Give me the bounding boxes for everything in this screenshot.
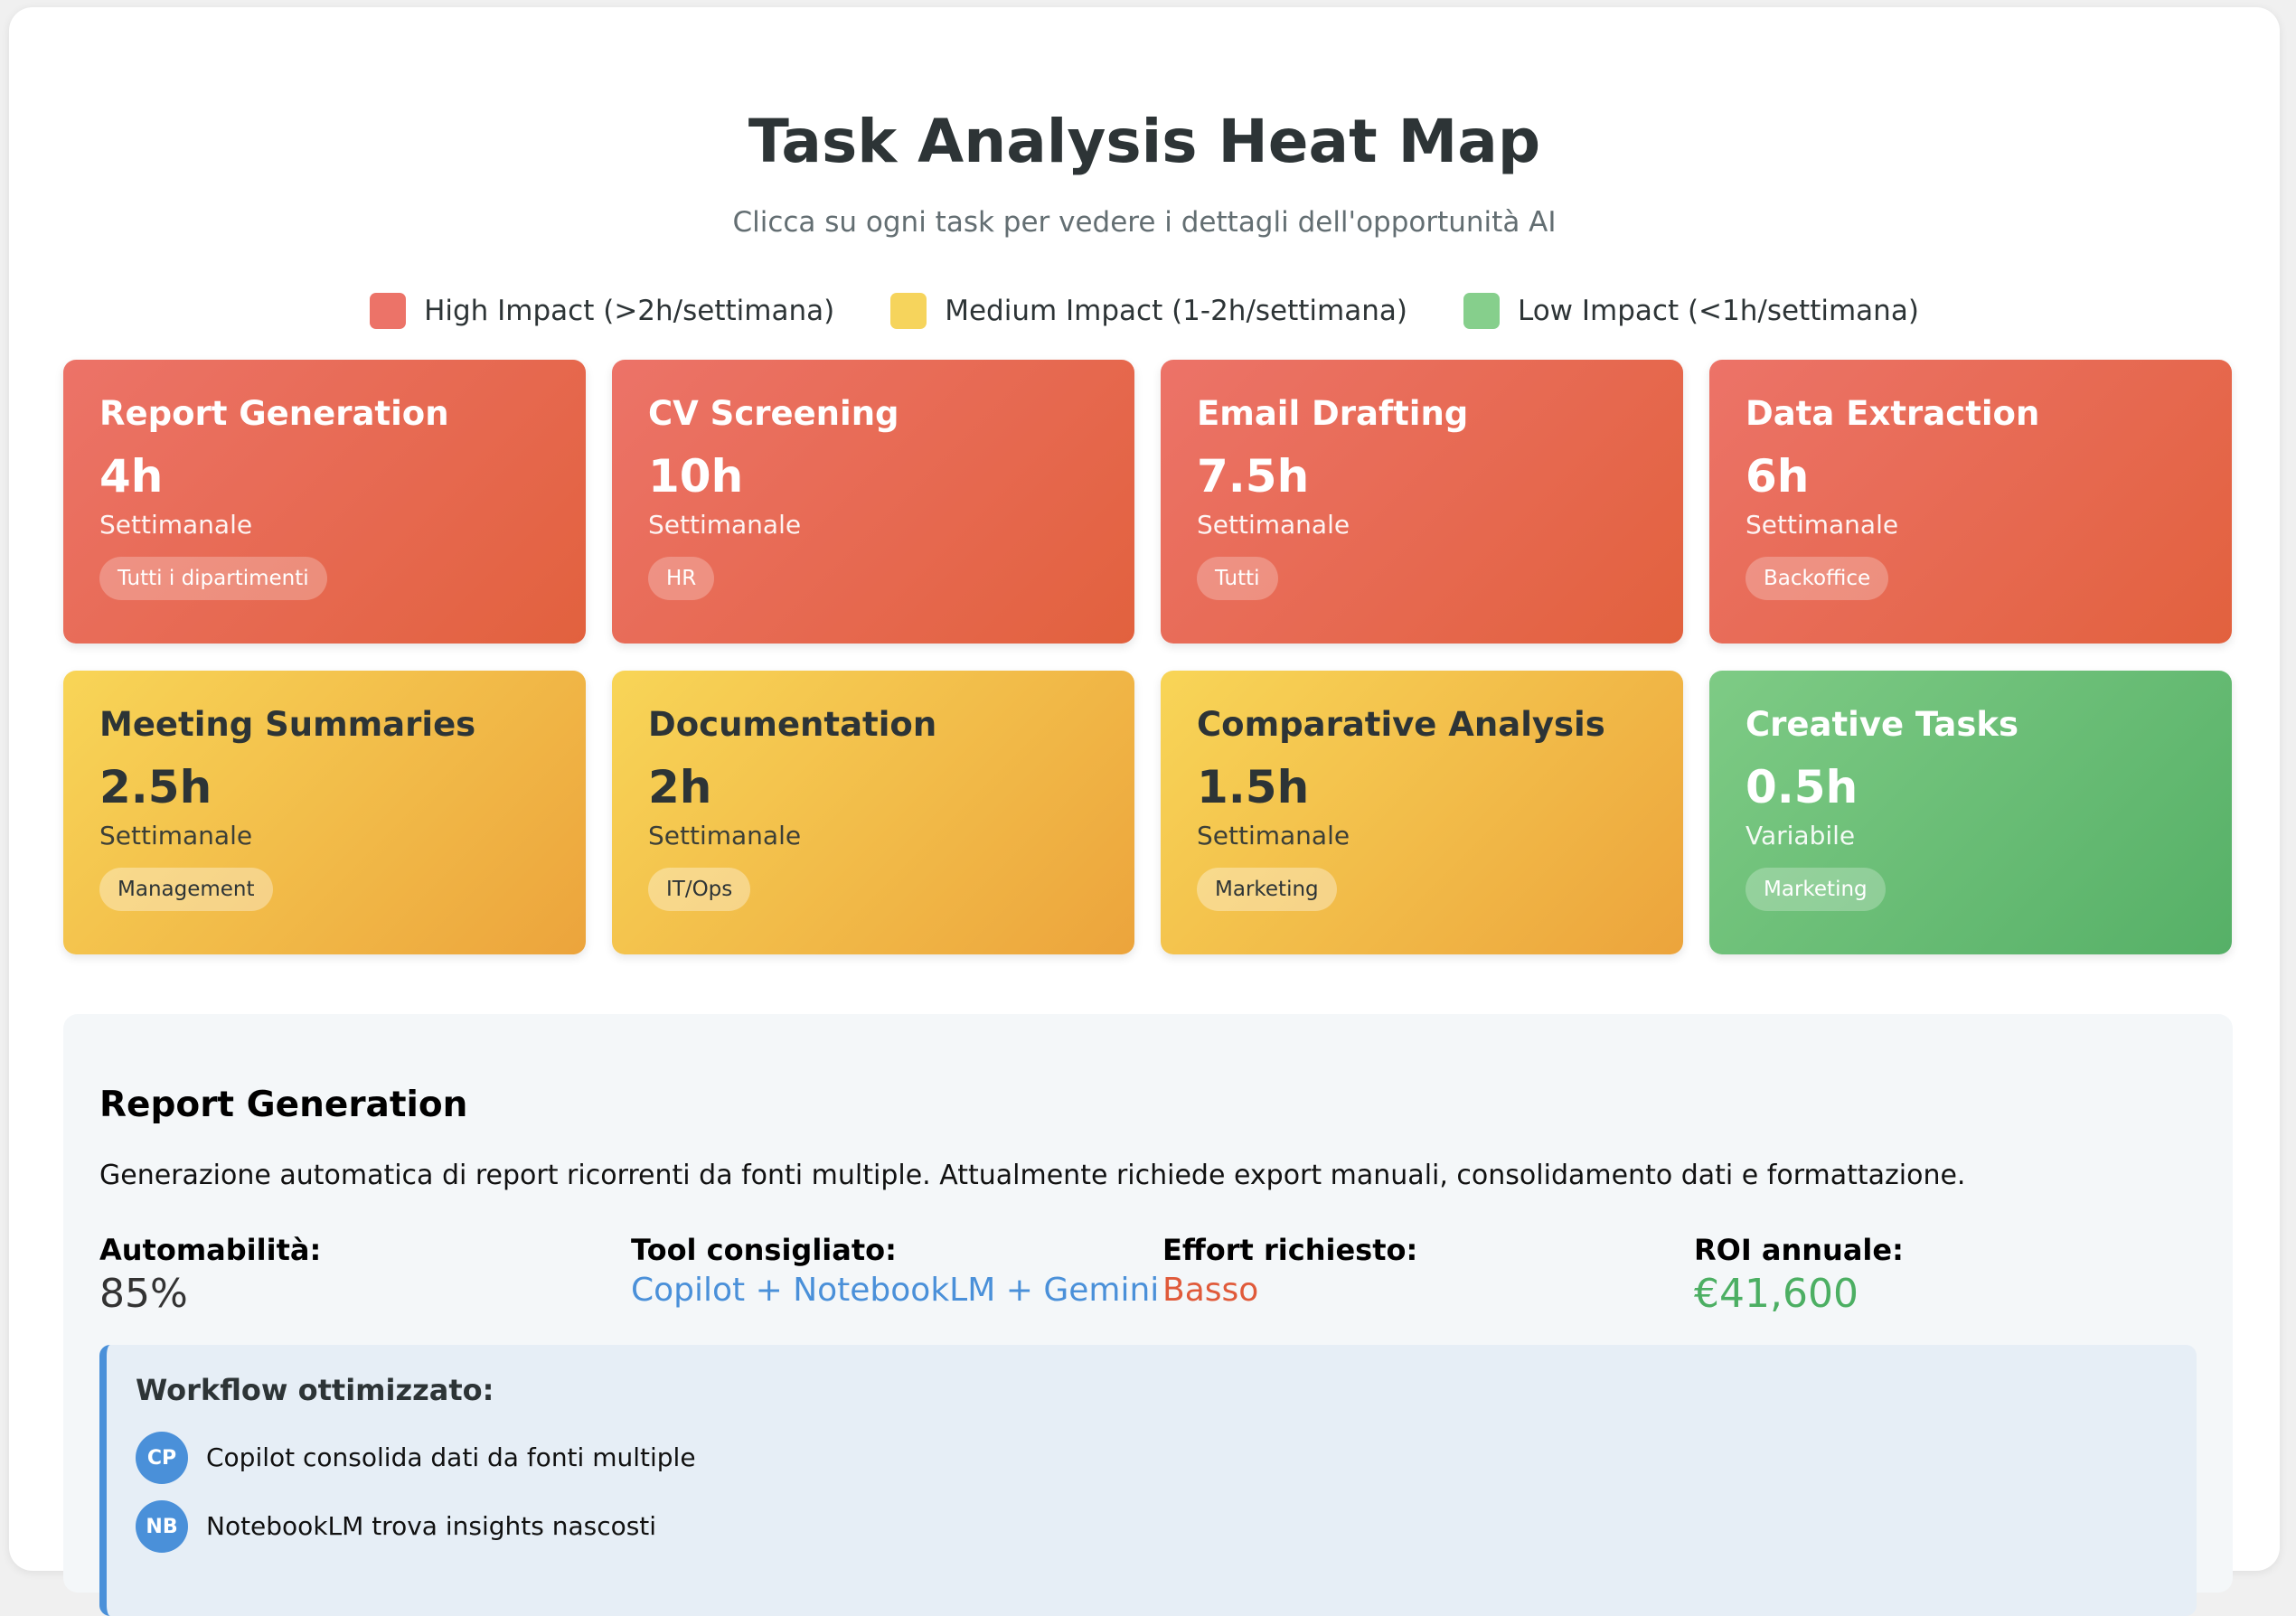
legend-swatch-low: [1463, 293, 1500, 329]
task-title: Creative Tasks: [1746, 705, 2019, 744]
metric-effort-label: Effort richiesto:: [1162, 1233, 1418, 1267]
legend-label-medium: Medium Impact (1-2h/settimana): [945, 295, 1407, 327]
task-department-tag: Backoffice: [1746, 557, 1889, 600]
metric-tool: Tool consigliato: Copilot + NotebookLM +…: [631, 1231, 1162, 1320]
task-hours: 7.5h: [1197, 450, 1310, 503]
workflow-title: Workflow ottimizzato:: [136, 1373, 494, 1407]
task-hours: 6h: [1746, 450, 1810, 503]
task-card-meeting-summaries[interactable]: Meeting Summaries 2.5h Settimanale Manag…: [63, 671, 586, 954]
task-card-comparative-analysis[interactable]: Comparative Analysis 1.5h Settimanale Ma…: [1161, 671, 1683, 954]
legend-swatch-medium: [890, 293, 927, 329]
page-title: Task Analysis Heat Map: [748, 107, 1541, 176]
task-department-tag: Tutti: [1197, 557, 1278, 600]
task-grid: Report Generation 4h Settimanale Tutti i…: [63, 360, 2233, 954]
legend-label-low: Low Impact (<1h/settimana): [1517, 295, 1919, 327]
task-frequency: Settimanale: [1197, 510, 1350, 540]
legend-swatch-high: [370, 293, 407, 329]
workflow-box: Workflow ottimizzato: CP Copilot consoli…: [99, 1345, 2197, 1616]
legend: High Impact (>2h/settimana) Medium Impac…: [9, 291, 2280, 331]
legend-label-high: High Impact (>2h/settimana): [424, 295, 835, 327]
detail-title: Report Generation: [99, 1085, 468, 1125]
page-subtitle: Clicca su ogni task per vedere i dettagl…: [732, 206, 1557, 239]
task-card-creative-tasks[interactable]: Creative Tasks 0.5h Variabile Marketing: [1709, 671, 2232, 954]
detail-metrics: Automabilità: 85% Tool consigliato: Copi…: [99, 1231, 2233, 1320]
legend-item-medium: Medium Impact (1-2h/settimana): [890, 291, 1407, 331]
task-department-tag: IT/Ops: [648, 868, 751, 911]
task-frequency: Variabile: [1746, 821, 1856, 850]
task-hours: 2h: [648, 761, 712, 813]
detail-description: Generazione automatica di report ricorre…: [99, 1160, 1966, 1191]
metric-roi-label: ROI annuale:: [1694, 1233, 1904, 1267]
task-hours: 4h: [99, 450, 164, 503]
task-card-email-drafting[interactable]: Email Drafting 7.5h Settimanale Tutti: [1161, 360, 1683, 644]
task-department-tag: Tutti i dipartimenti: [99, 557, 327, 600]
task-department-tag: Management: [99, 868, 273, 911]
task-department-tag: Marketing: [1197, 868, 1337, 911]
task-department-tag: Marketing: [1746, 868, 1886, 911]
notebooklm-badge-icon: NB: [136, 1500, 188, 1553]
task-title: Data Extraction: [1746, 394, 2040, 433]
task-hours: 10h: [648, 450, 744, 503]
task-title: Comparative Analysis: [1197, 705, 1605, 744]
legend-item-high: High Impact (>2h/settimana): [370, 291, 834, 331]
task-card-data-extraction[interactable]: Data Extraction 6h Settimanale Backoffic…: [1709, 360, 2232, 644]
workflow-step-text: NotebookLM trova insights nascosti: [206, 1511, 657, 1541]
task-hours: 2.5h: [99, 761, 212, 813]
legend-item-low: Low Impact (<1h/settimana): [1463, 291, 1919, 331]
task-title: Report Generation: [99, 394, 449, 433]
task-title: Documentation: [648, 705, 937, 744]
workflow-step: NB NotebookLM trova insights nascosti: [136, 1500, 656, 1553]
task-frequency: Settimanale: [1746, 510, 1899, 540]
task-card-documentation[interactable]: Documentation 2h Settimanale IT/Ops: [612, 671, 1134, 954]
task-frequency: Settimanale: [648, 510, 802, 540]
task-frequency: Settimanale: [1197, 821, 1350, 850]
metric-effort: Effort richiesto: Basso: [1162, 1231, 1694, 1320]
task-frequency: Settimanale: [99, 821, 253, 850]
task-detail-panel: Report Generation Generazione automatica…: [63, 1014, 2233, 1616]
metric-roi: ROI annuale: €41,600: [1694, 1231, 2225, 1320]
task-department-tag: HR: [648, 557, 715, 600]
task-frequency: Settimanale: [648, 821, 802, 850]
metric-tool-label: Tool consigliato:: [631, 1233, 897, 1267]
task-hours: 0.5h: [1746, 761, 1858, 813]
page-container: Task Analysis Heat Map Clicca su ogni ta…: [9, 7, 2280, 1616]
copilot-badge-icon: CP: [136, 1432, 188, 1484]
metric-tool-value: Copilot + NotebookLM + Gemini: [631, 1272, 1160, 1309]
workflow-step-text: Copilot consolida dati da fonti multiple: [206, 1442, 696, 1472]
metric-roi-value: €41,600: [1694, 1271, 1858, 1317]
metric-automation-value: 85%: [99, 1271, 188, 1317]
task-title: CV Screening: [648, 394, 899, 433]
task-card-cv-screening[interactable]: CV Screening 10h Settimanale HR: [612, 360, 1134, 644]
task-hours: 1.5h: [1197, 761, 1310, 813]
metric-automation: Automabilità: 85%: [99, 1231, 631, 1320]
task-frequency: Settimanale: [99, 510, 253, 540]
metric-automation-label: Automabilità:: [99, 1233, 322, 1267]
task-title: Meeting Summaries: [99, 705, 476, 744]
task-title: Email Drafting: [1197, 394, 1469, 433]
workflow-step: CP Copilot consolida dati da fonti multi…: [136, 1432, 696, 1484]
task-card-report-generation[interactable]: Report Generation 4h Settimanale Tutti i…: [63, 360, 586, 644]
metric-effort-value: Basso: [1162, 1272, 1259, 1309]
